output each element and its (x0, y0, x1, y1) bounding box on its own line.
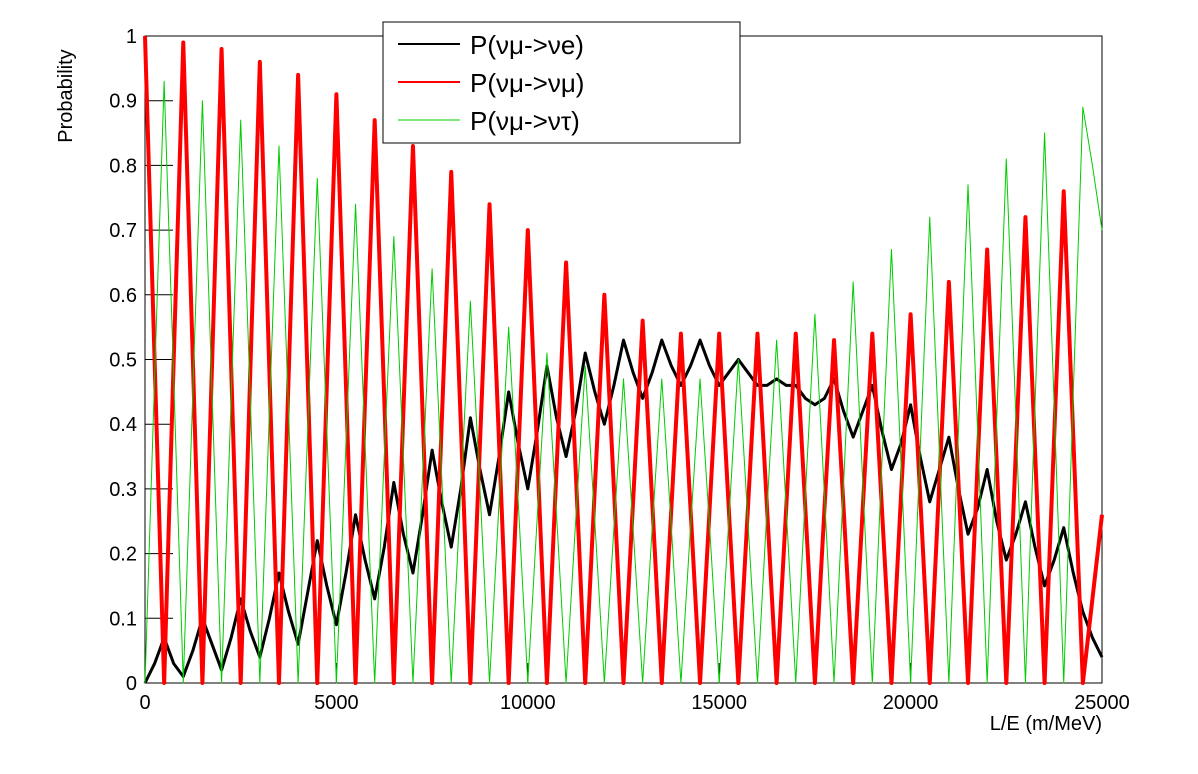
x-tick-label: 5000 (314, 692, 359, 714)
x-tick-label: 20000 (883, 692, 939, 714)
x-tick-label: 15000 (691, 692, 747, 714)
y-tick-label: 1 (126, 26, 137, 48)
y-tick-label: 0.9 (109, 91, 137, 113)
y-tick-label: 0.2 (109, 544, 137, 566)
y-tick-label: 0.3 (109, 479, 137, 501)
y-tick-label: 0 (126, 673, 137, 695)
y-tick-label: 0.8 (109, 155, 137, 177)
legend: P(νμ->νe) P(νμ->νμ) P(νμ->ντ) (382, 21, 741, 144)
y-tick-label: 0.7 (109, 220, 137, 242)
legend-label: P(νμ->νμ) (470, 68, 584, 98)
y-axis-title: Probability (55, 49, 77, 142)
x-tick-label: 0 (139, 692, 150, 714)
y-tick-label: 0.1 (109, 608, 137, 630)
y-tick-label: 0.5 (109, 350, 137, 372)
series-line (143, 338, 1104, 684)
x-tick-label: 25000 (1074, 692, 1130, 714)
x-tick-label: 10000 (500, 692, 556, 714)
series-line (144, 80, 1103, 684)
legend-label: P(νμ->νe) (470, 30, 584, 60)
x-axis-title: L/E (m/MeV) (990, 713, 1102, 735)
y-tick-label: 0.4 (109, 414, 137, 436)
y-tick-label: 0.6 (109, 285, 137, 307)
series-line (143, 35, 1104, 685)
legend-label: P(νμ->ντ) (470, 106, 580, 136)
